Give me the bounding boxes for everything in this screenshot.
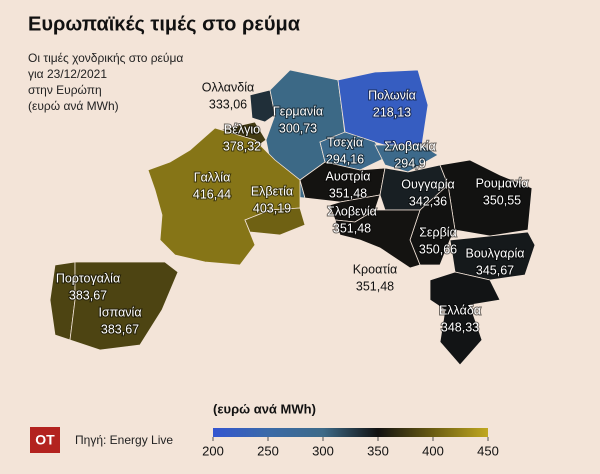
subtitle: Οι τιμές χονδρικής στο ρεύμα bbox=[28, 51, 183, 65]
country-value: 218,13 bbox=[373, 105, 411, 119]
subtitle: στην Ευρώπη bbox=[28, 83, 102, 97]
country-value: 351,48 bbox=[333, 221, 371, 235]
country-shape bbox=[429, 271, 501, 366]
country-name: Αυστρία bbox=[326, 169, 371, 183]
colorbar-tick-label: 350 bbox=[367, 443, 389, 458]
country-name: Ελλάδα bbox=[439, 303, 481, 317]
country-name: Ελβετία bbox=[251, 184, 293, 198]
country-value: 294,9 bbox=[394, 156, 425, 170]
country-name: Σλοβακία bbox=[384, 139, 435, 153]
country-name: Ισπανία bbox=[98, 305, 141, 319]
colorbar-tick-label: 400 bbox=[422, 443, 444, 458]
country-name: Γερμανία bbox=[273, 104, 323, 118]
title: Ευρωπαϊκές τιμές στο ρεύμα bbox=[28, 13, 301, 35]
country-value: 383,67 bbox=[69, 288, 107, 302]
country-value: 300,73 bbox=[279, 121, 317, 135]
country-value: 350,55 bbox=[483, 193, 521, 207]
country-name: Βουλγαρία bbox=[466, 246, 525, 260]
logo-box bbox=[30, 427, 60, 453]
subtitle: για 23/12/2021 bbox=[28, 67, 107, 81]
colorbar-tick-label: 200 bbox=[202, 443, 224, 458]
country-name: Σλοβενία bbox=[327, 204, 377, 218]
country-name: Ολλανδία bbox=[202, 80, 254, 94]
country-name: Πολωνία bbox=[368, 88, 416, 102]
country-value: 333,06 bbox=[209, 97, 247, 111]
country-value: 350,66 bbox=[419, 242, 457, 256]
country-shape bbox=[244, 207, 306, 236]
source: Πηγή: Energy Live bbox=[75, 433, 173, 447]
country-value: 294,16 bbox=[326, 152, 364, 166]
country-value: 383,67 bbox=[101, 322, 139, 336]
country-name: Ρουμανία bbox=[476, 176, 529, 190]
country-name: Τσεχία bbox=[327, 135, 363, 149]
country-shape bbox=[249, 89, 276, 123]
country-value: 378,32 bbox=[223, 139, 261, 153]
country-value: 348,33 bbox=[441, 320, 479, 334]
country-shape bbox=[374, 144, 439, 173]
country-value: 403,19 bbox=[253, 201, 291, 215]
country-value: 342,36 bbox=[409, 194, 447, 208]
country-name: Σερβία bbox=[419, 225, 457, 239]
country-shape bbox=[147, 127, 301, 266]
colorbar-title: (ευρώ ανά MWh) bbox=[213, 401, 316, 416]
logo: OT bbox=[35, 432, 55, 448]
country-name: Πορτογαλία bbox=[56, 271, 120, 285]
country-value: 345,67 bbox=[476, 263, 514, 277]
colorbar-tick-label: 450 bbox=[477, 443, 499, 458]
country-name: Ουγγαρία bbox=[401, 177, 454, 191]
colorbar bbox=[213, 428, 488, 437]
country-shape bbox=[69, 261, 179, 351]
colorbar-tick-label: 300 bbox=[312, 443, 334, 458]
country-value: 351,48 bbox=[356, 279, 394, 293]
country-name: Γαλλία bbox=[194, 170, 231, 184]
country-value: 351,48 bbox=[329, 186, 367, 200]
country-value: 416,44 bbox=[193, 187, 231, 201]
colorbar-tick-label: 250 bbox=[257, 443, 279, 458]
country-name: Βέλγιο bbox=[224, 122, 260, 136]
subtitle: (ευρώ ανά MWh) bbox=[28, 99, 119, 113]
country-name: Κροατία bbox=[353, 262, 398, 276]
country-shape bbox=[334, 209, 421, 269]
